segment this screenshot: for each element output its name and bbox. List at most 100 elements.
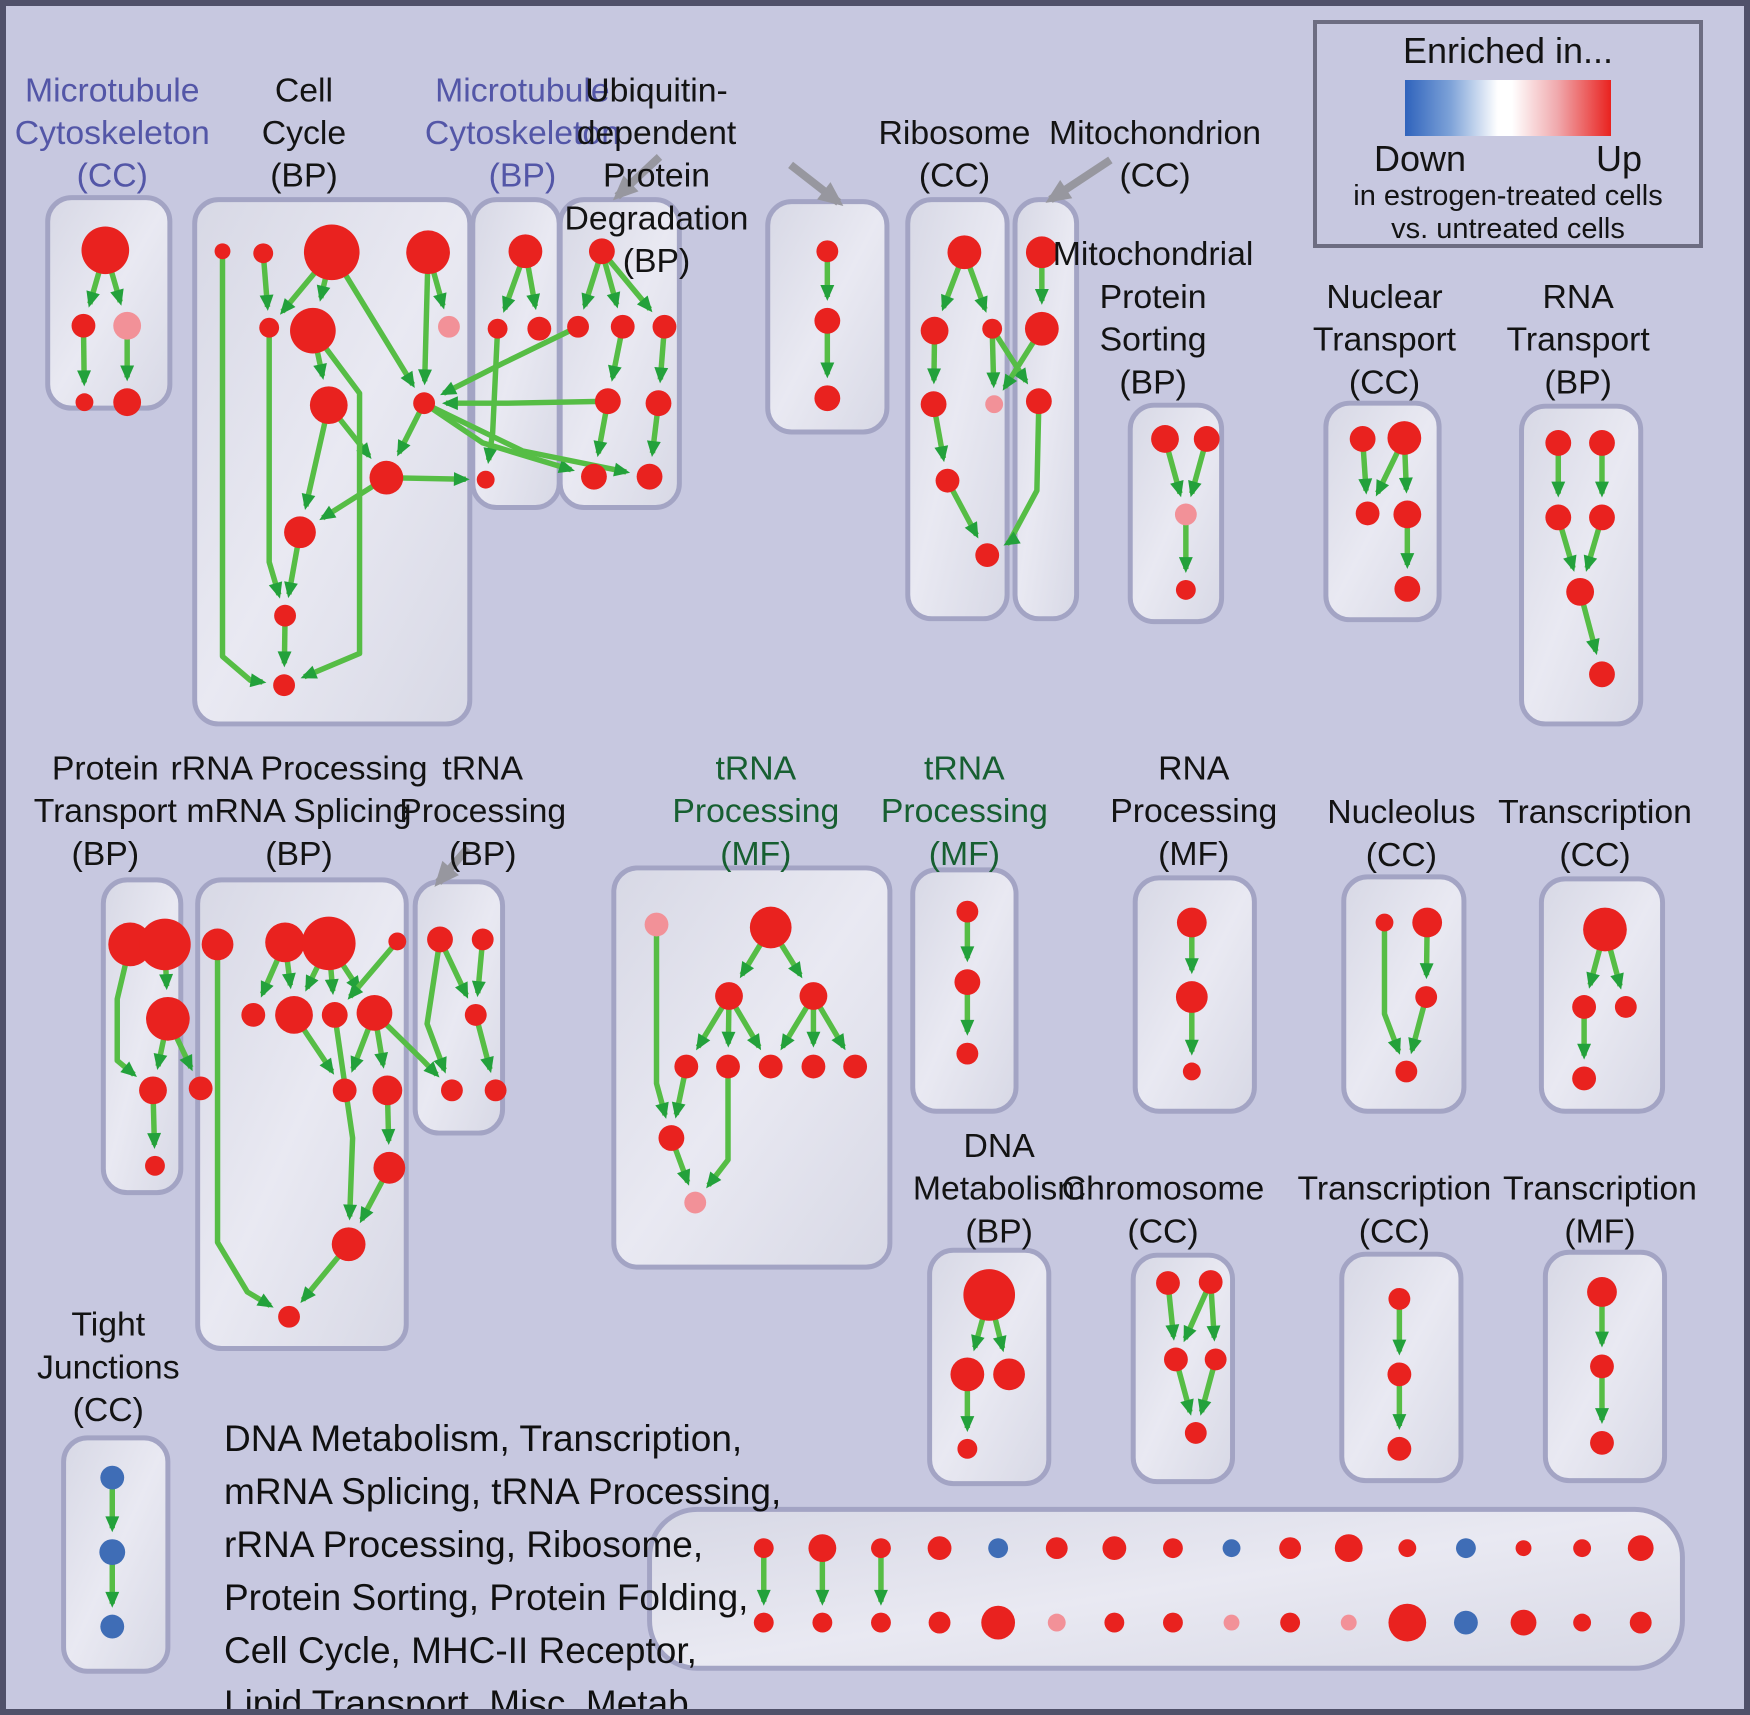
- go-term-node: [1387, 1436, 1412, 1461]
- cluster-box-rna_t: [1519, 403, 1644, 727]
- cluster-label-nucleolus: Nucleolus: [1327, 793, 1475, 831]
- go-term-node: [100, 1614, 125, 1639]
- go-term-node: [674, 1054, 699, 1079]
- go-term-node: [1545, 430, 1572, 456]
- cluster-label-rpm: Processing: [1110, 792, 1277, 830]
- go-term-node: [1394, 575, 1421, 602]
- go-term-node: [982, 318, 1003, 339]
- go-term-node: [814, 307, 841, 334]
- go-term-node: [1387, 1362, 1412, 1387]
- go-term-node: [814, 385, 841, 412]
- edge-arrow: [219, 251, 267, 688]
- edge-arrow: [424, 939, 447, 1074]
- cluster-label-tb: Processing: [399, 792, 566, 830]
- strip-node: [1104, 1612, 1125, 1633]
- strip-node: [871, 1612, 891, 1633]
- go-term-node: [214, 243, 231, 260]
- cluster-label-ubiquitin: dependent: [577, 114, 737, 152]
- go-term-node: [139, 1076, 167, 1105]
- go-term-node: [301, 916, 356, 971]
- go-term-node: [303, 224, 360, 281]
- cluster-label-pt: Transport: [34, 792, 178, 830]
- go-term-node: [274, 604, 296, 627]
- go-term-node: [645, 390, 672, 417]
- go-term-node: [799, 982, 828, 1010]
- go-term-node: [1395, 1060, 1418, 1083]
- go-term-node: [331, 1227, 366, 1262]
- misc-cluster-text: DNA Metabolism, Transcription, mRNA Spli…: [224, 1412, 781, 1709]
- go-term-node: [99, 1539, 126, 1566]
- go-term-node: [658, 1125, 685, 1151]
- go-term-node: [956, 900, 979, 923]
- go-enrichment-network-figure: Microtubule Cytoskeleton (CC) Cell Cycle (BP)…: [15, 71, 1697, 1674]
- cluster-label-tb: tRNA: [442, 750, 523, 788]
- go-term-node: [1174, 503, 1197, 526]
- go-term-node: [1572, 995, 1597, 1019]
- go-term-node: [993, 1358, 1025, 1391]
- go-term-node: [1184, 1422, 1207, 1444]
- cluster-label-mt_cc: Microtubule: [25, 71, 199, 109]
- go-term-node: [275, 996, 313, 1034]
- cluster-label-chr: (CC): [1127, 1212, 1198, 1250]
- cluster-label-pt: Protein: [52, 750, 159, 788]
- strip-node: [1047, 1613, 1066, 1632]
- cluster-label-ubiquitin: (BP): [623, 242, 691, 280]
- cluster-box-dm: [927, 1247, 1052, 1487]
- go-term-node: [1349, 426, 1376, 452]
- strip-node: [927, 1536, 952, 1561]
- edge-arrow: [483, 328, 501, 464]
- cluster-label-rna_t: (BP): [1544, 363, 1612, 401]
- go-term-node: [801, 1054, 826, 1079]
- go-term-node: [188, 1076, 213, 1101]
- cluster-label-tj: Tight: [71, 1306, 145, 1344]
- go-term-node: [265, 922, 305, 963]
- cluster-label-tj: (CC): [73, 1391, 144, 1429]
- go-term-node: [1025, 236, 1058, 269]
- go-term-node: [1375, 913, 1394, 932]
- cluster-label-mt_bp: (BP): [489, 157, 557, 195]
- go-term-node: [1545, 504, 1572, 531]
- go-term-node: [1151, 425, 1179, 453]
- go-term-node: [1393, 500, 1422, 529]
- cluster-label-ribosome: (CC): [919, 157, 990, 195]
- go-term-node: [947, 235, 982, 270]
- go-term-node: [1572, 1066, 1597, 1091]
- cluster-label-rr: (BP): [265, 835, 333, 873]
- strip-node: [981, 1605, 1016, 1640]
- cluster-label-tmf: Processing: [672, 792, 839, 830]
- cluster-label-tc3: Transcription: [1297, 1170, 1491, 1208]
- strip-node: [1279, 1537, 1302, 1560]
- go-term-node: [369, 460, 404, 495]
- go-term-node: [487, 318, 508, 339]
- go-term-node: [309, 386, 348, 425]
- cluster-label-rna_t: RNA: [1543, 278, 1615, 316]
- legend-title: Enriched in...: [1402, 30, 1614, 71]
- cluster-label-tb: (BP): [449, 835, 517, 873]
- go-term-node: [81, 226, 130, 275]
- go-term-node: [471, 928, 494, 951]
- edge-arrow: [706, 1066, 731, 1189]
- cluster-label-dm: Metabolism: [913, 1170, 1086, 1208]
- labels-layer: Microtubule Cytoskeleton (CC) Cell Cycle (BP)…: [15, 71, 1697, 1429]
- cluster-box-mt_cc: [45, 195, 173, 411]
- cluster-label-ubiquitin: Degradation: [565, 199, 749, 237]
- go-term-node: [920, 391, 947, 418]
- go-term-node: [440, 1079, 463, 1102]
- go-term-node: [253, 243, 274, 264]
- go-term-node: [588, 238, 615, 265]
- go-term-node: [1204, 1348, 1227, 1371]
- strip-node: [1388, 1603, 1427, 1642]
- go-term-node: [975, 543, 1000, 568]
- go-term-node: [716, 1054, 740, 1079]
- go-term-node: [1198, 1270, 1223, 1294]
- cluster-label-mps: Protein: [1100, 278, 1207, 316]
- cluster-label-mt_cc: Cytoskeleton: [15, 114, 210, 152]
- go-term-node: [1566, 577, 1595, 606]
- edge-arrow: [214, 944, 274, 1308]
- go-term-node: [715, 982, 743, 1010]
- cross-edge-arrow: [422, 400, 575, 473]
- cluster-label-mps: Sorting: [1100, 321, 1207, 359]
- go-term-node: [113, 311, 142, 340]
- go-term-node: [201, 928, 234, 961]
- strip-node: [1510, 1609, 1537, 1636]
